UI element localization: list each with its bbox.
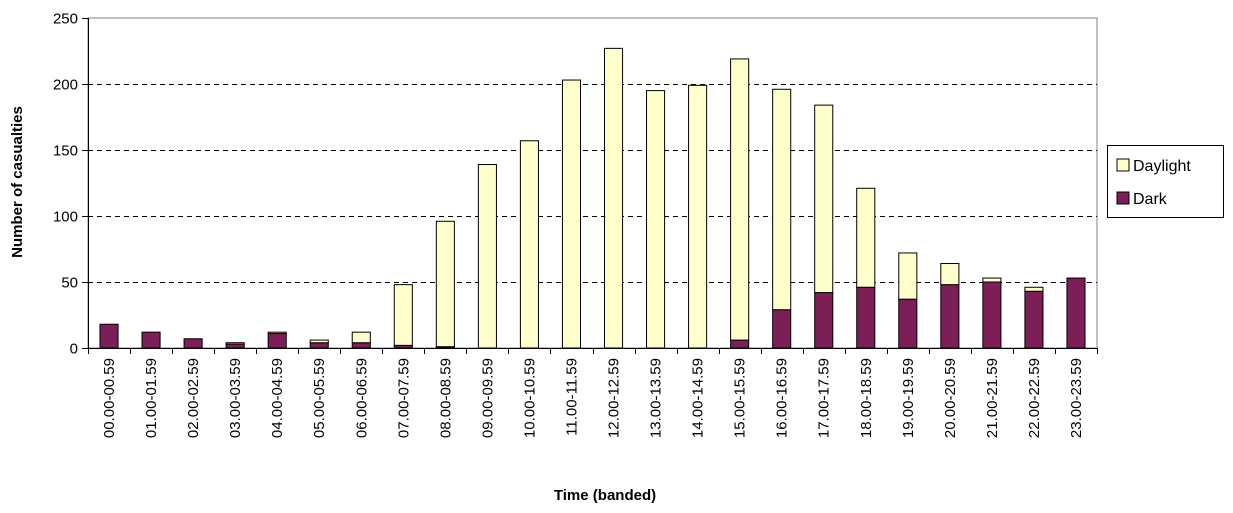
- bar-daylight: [561, 79, 582, 349]
- bar-daylight: [940, 263, 960, 286]
- bar-daylight: [898, 252, 918, 300]
- x-tick-label: 02.00-02.59: [185, 358, 202, 438]
- x-tick-label: 05.00-05.59: [311, 358, 328, 438]
- y-tick-label: 250: [53, 11, 78, 28]
- bars-layer: [99, 47, 1086, 349]
- grid-layer: [87, 17, 1098, 349]
- bar-dark: [1066, 277, 1086, 349]
- x-tick-label: 14.00-14.59: [690, 358, 707, 438]
- legend-label-dark: Dark: [1133, 191, 1168, 208]
- x-tick-label: 18.00-18.59: [858, 358, 875, 438]
- bar-dark: [856, 286, 876, 349]
- x-tick-label: 11.00-11.59: [563, 358, 580, 436]
- x-tick-label: 09.00-09.59: [479, 358, 496, 438]
- bar-daylight: [730, 58, 750, 341]
- bar-daylight: [309, 339, 329, 344]
- legend: Daylight Dark: [1107, 145, 1224, 218]
- bar-dark: [772, 309, 792, 349]
- bar-dark: [730, 339, 750, 349]
- bar-daylight: [267, 331, 287, 334]
- bar-dark: [898, 298, 918, 349]
- x-tick-label: 04.00-04.59: [269, 358, 286, 438]
- x-tick-label: 20.00-20.59: [942, 358, 959, 438]
- bar-daylight: [1024, 286, 1044, 292]
- axes-layer: [82, 18, 1098, 354]
- x-tick-label: 07.00-07.59: [395, 358, 412, 438]
- plot-area: [87, 17, 1098, 349]
- x-tick-label: 00.00-00.59: [101, 358, 118, 438]
- x-tick-label: 13.00-13.59: [648, 358, 665, 438]
- bar-daylight: [856, 187, 876, 288]
- bar-daylight: [814, 104, 834, 294]
- bar-dark: [814, 292, 834, 349]
- y-axis-title: Number of casualties: [9, 106, 26, 258]
- x-tick-label: 08.00-08.59: [437, 358, 454, 438]
- legend-label-daylight: Daylight: [1133, 158, 1191, 175]
- y-tick-label: 0: [70, 341, 78, 358]
- x-tick-label: 17.00-17.59: [816, 358, 833, 438]
- bar-dark: [309, 342, 329, 349]
- labels-layer: 0 50 100 150 200 250 00.00-00.59 01.00-01.59 02.…: [53, 11, 1085, 439]
- x-tick-label: 12.00-12.59: [606, 358, 623, 438]
- bar-dark: [940, 284, 960, 349]
- bar-dark: [183, 338, 203, 349]
- x-tick-label: 23.00-23.59: [1068, 358, 1085, 438]
- x-tick-label: 16.00-16.59: [774, 358, 791, 438]
- y-tick-label: 200: [53, 77, 78, 94]
- y-tick-label: 150: [53, 143, 78, 160]
- x-tick-label: 22.00-22.59: [1026, 358, 1043, 438]
- bar-daylight: [477, 164, 497, 349]
- bar-daylight: [772, 88, 792, 311]
- bar-daylight: [435, 220, 455, 348]
- bar-daylight: [393, 284, 413, 346]
- x-tick-label: 21.00-21.59: [984, 358, 1001, 438]
- y-tick-label: 100: [53, 209, 78, 226]
- bar-daylight: [688, 84, 708, 349]
- legend-swatch-dark: [1116, 191, 1130, 205]
- x-tick-label: 01.00-01.59: [143, 358, 160, 438]
- x-tick-label: 15.00-15.59: [732, 358, 749, 438]
- x-tick-label: 06.00-06.59: [353, 358, 370, 438]
- bar-dark: [351, 342, 371, 349]
- x-tick-label: 10.00-10.59: [521, 358, 538, 438]
- bar-daylight: [982, 277, 1002, 283]
- bar-dark: [1024, 290, 1044, 349]
- bar-dark: [141, 331, 161, 349]
- bar-daylight: [351, 331, 371, 344]
- bar-daylight: [603, 47, 624, 349]
- bar-dark: [99, 323, 119, 349]
- bar-daylight: [646, 90, 666, 349]
- x-tick-label: 19.00-19.59: [900, 358, 917, 438]
- legend-swatch-daylight: [1116, 158, 1130, 172]
- legend-box: [1107, 145, 1224, 218]
- bar-daylight: [225, 342, 245, 345]
- y-tick-label: 50: [61, 275, 78, 292]
- bar-daylight: [519, 140, 539, 349]
- bar-dark: [225, 343, 245, 349]
- x-tick-label: 03.00-03.59: [227, 358, 244, 438]
- x-axis-title: Time (banded): [554, 487, 656, 504]
- bar-dark: [982, 281, 1002, 349]
- bar-dark: [267, 332, 287, 349]
